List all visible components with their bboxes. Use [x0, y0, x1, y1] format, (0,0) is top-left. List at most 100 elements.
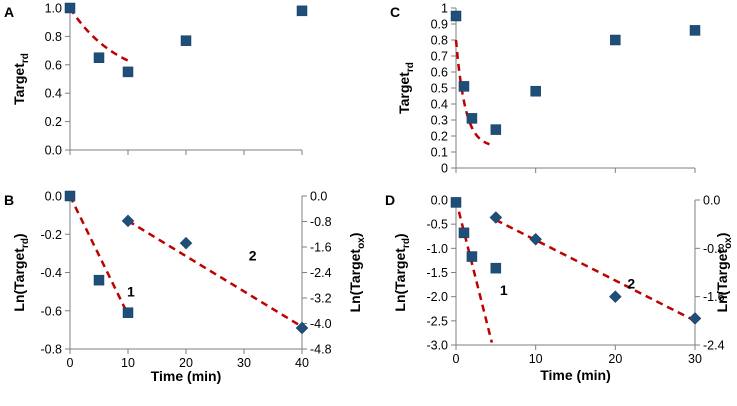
y-tick-label: 1 — [441, 2, 448, 16]
data-point-square — [689, 25, 701, 36]
y-axis-title: Targetrd — [11, 53, 31, 105]
panel-letter-b: B — [4, 192, 14, 208]
y-tick-label: 0.8 — [431, 34, 448, 48]
y-axis-title-main: Ln(Target — [392, 248, 408, 312]
y2-tick-label: -1.6 — [703, 290, 725, 304]
y2-axis-title-tail: ) — [714, 233, 730, 238]
y-tick-label: 0.2 — [431, 130, 448, 144]
fit-curve — [68, 7, 129, 62]
fit-line — [454, 199, 494, 343]
y-tick-label: 0.4 — [45, 87, 62, 101]
data-point-square — [458, 227, 470, 239]
panel-b: B -0.8 -0.6 -0.4 -0.2 0.0 -4.8 -4.0 -3.2 -2.4 -1.… — [4, 190, 367, 385]
y-axis-title-sub: rd — [20, 53, 31, 63]
data-point-square — [490, 124, 502, 135]
panel-c: C 0 0.1 0.2 0.3 0.4 0.5 0.6 0.7 0.8 0.9 1 Targetrd — [390, 2, 701, 176]
y2-tick-label: -4.8 — [310, 343, 332, 357]
y-tick-label: -1.0 — [426, 242, 448, 256]
y2-tick-label: -3.2 — [310, 292, 332, 306]
y-tick-label: -0.2 — [40, 228, 62, 242]
panel-letter-d: D — [385, 192, 395, 208]
data-point-square — [530, 85, 541, 97]
x-tick-label: 20 — [179, 356, 193, 370]
y-axis-title-sub: rd — [401, 238, 412, 248]
y-tick-label: 0.8 — [45, 30, 62, 44]
y-tick-label: 0.4 — [431, 98, 448, 112]
y-axis-title-main: Target — [396, 72, 412, 114]
data-point-square — [466, 251, 478, 262]
y-tick-label: 0.6 — [45, 58, 62, 72]
series-annotation: 2 — [627, 276, 635, 292]
y-axis-title-main: Ln(Target — [11, 248, 27, 312]
y2-tick-label: -1.6 — [310, 241, 332, 255]
y-tick-label: -0.5 — [426, 218, 448, 232]
y-axis-title: Ln(Targetrd) — [392, 233, 412, 311]
y-axis-title-main: Target — [11, 63, 27, 105]
y-tick-label: 0.0 — [45, 190, 62, 204]
y-axis-title: Targetrd — [396, 62, 416, 114]
y-tick-label: -0.8 — [40, 343, 62, 357]
data-point-diamond — [121, 214, 135, 228]
data-point-diamond — [295, 321, 309, 335]
y-tick-label: -2.5 — [426, 314, 448, 328]
data-point-square — [458, 81, 470, 92]
data-point-square — [466, 113, 478, 124]
y-tick-label: -0.4 — [40, 266, 62, 280]
y-tick-label: 0.5 — [431, 82, 448, 96]
y-tick-label: 0.1 — [431, 146, 448, 160]
y2-tick-label: -0.8 — [703, 242, 725, 256]
x-tick-label: 10 — [121, 356, 135, 370]
data-point-square — [122, 307, 134, 318]
data-point-diamond — [179, 236, 193, 250]
data-point-square — [122, 66, 134, 78]
series-annotation: 1 — [500, 282, 508, 298]
y2-axis-title-sub: ox — [356, 237, 367, 249]
x-tick-label: 20 — [608, 352, 622, 366]
panel-d: D -3.0 -2.5 -2.0 -1.5 -1.0 -0.5 0.0 -2.4 -1.6 -0.… — [385, 192, 734, 383]
y2-axis-title-main: Ln(Target — [347, 249, 363, 313]
fit-line — [495, 218, 696, 322]
y-tick-label: 0.9 — [431, 18, 448, 32]
data-point-square — [180, 35, 192, 46]
y2-axis-title-main: Ln(Target — [714, 249, 730, 313]
y2-tick-label: 0.0 — [310, 190, 327, 204]
y2-tick-label: 0.0 — [703, 194, 720, 208]
y-tick-label: -2.0 — [426, 290, 448, 304]
data-point-square — [93, 52, 105, 63]
x-tick-label: 0 — [453, 352, 460, 366]
data-point-square — [450, 10, 462, 22]
y-tick-label: -1.5 — [426, 266, 448, 280]
data-point-diamond — [529, 232, 543, 246]
y-tick-label: 0 — [441, 162, 448, 176]
fit-line — [127, 219, 303, 328]
y2-tick-label: -2.4 — [310, 266, 332, 280]
y-axis-title-sub: rd — [405, 62, 416, 72]
y-tick-label: 1.0 — [45, 2, 62, 16]
fit-line — [68, 195, 130, 316]
y2-tick-label: -2.4 — [703, 339, 725, 353]
x-axis-title: Time (min) — [151, 368, 222, 384]
y2-axis-title-tail: ) — [347, 233, 363, 238]
y2-tick-label: -4.0 — [310, 317, 332, 331]
data-point-diamond — [489, 211, 503, 224]
y-tick-label: 0.0 — [431, 194, 448, 208]
x-tick-label: 30 — [237, 356, 251, 370]
data-point-diamond — [608, 290, 622, 304]
y-axis-title-tail: ) — [11, 233, 27, 238]
y-tick-label: -3.0 — [426, 339, 448, 353]
x-tick-label: 30 — [688, 352, 702, 366]
y-tick-label: 0.6 — [431, 66, 448, 80]
data-point-square — [64, 190, 76, 202]
data-point-square — [610, 34, 621, 46]
data-point-square — [93, 274, 105, 286]
y-tick-label: 0.7 — [431, 50, 448, 64]
series-annotation: 2 — [249, 247, 257, 263]
panel-letter-a: A — [4, 4, 14, 20]
y2-tick-label: -0.8 — [310, 215, 332, 229]
y-axis-title-sub: rd — [20, 238, 31, 248]
y-axis-title: Ln(Targetrd) — [11, 233, 31, 311]
x-tick-label: 0 — [67, 356, 74, 370]
data-point-diamond — [688, 312, 702, 325]
panel-letter-c: C — [390, 4, 400, 20]
